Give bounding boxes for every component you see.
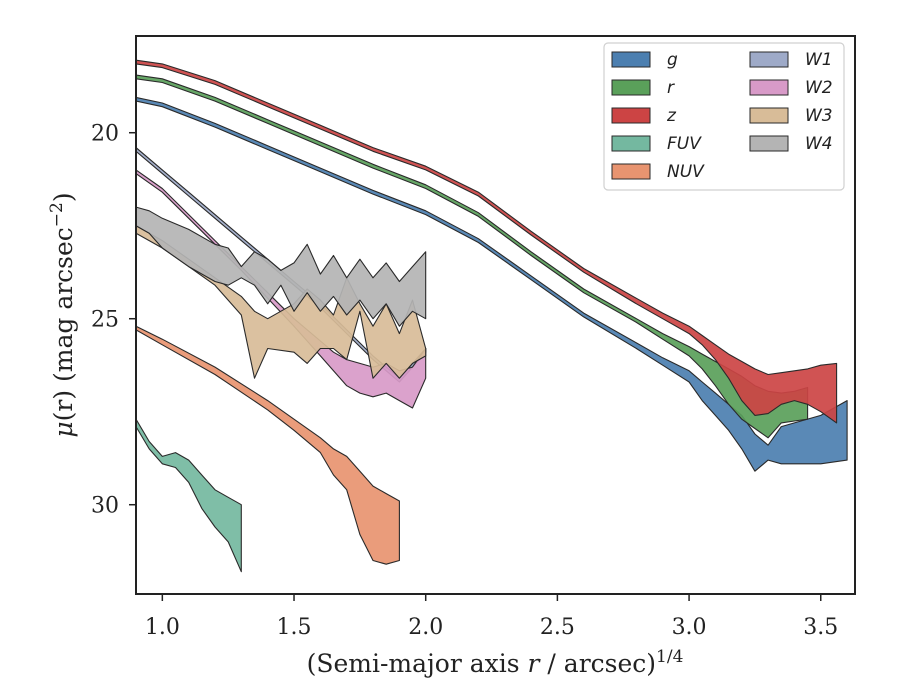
legend-label-g: g [667,50,678,70]
legend-swatch-g [611,51,651,68]
y-tick-label: 30 [91,494,119,519]
y-tick-label: 25 [91,308,119,333]
legend-label-fuv: FUV [667,134,702,154]
y-tick-label: 20 [91,122,119,147]
legend-label-w4: W4 [805,134,833,154]
legend-swatch-fuv [611,135,651,152]
legend-swatch-w3 [749,107,789,124]
legend-label-w3: W3 [805,106,833,126]
legend-label-z: z [666,106,677,126]
legend-swatch-w1 [749,51,789,68]
x-tick-label: 3.0 [672,615,707,640]
y-axis-label: μ(r) (mag arcsec−2) [47,192,78,437]
legend-swatch-w4 [749,135,789,152]
legend-label-r: r [667,78,675,98]
legend-label-w2: W2 [805,78,833,98]
series-band-nuv [136,325,400,565]
y-axis: 20 25 30 [91,122,136,519]
legend-swatch-nuv [611,163,651,180]
x-axis: 1.0 1.5 2.0 2.5 3.0 3.5 [145,594,838,640]
series-band-w4 [136,206,427,327]
legend-label-nuv: NUV [667,162,705,182]
legend-swatch-w2 [749,79,789,96]
series-band-w3 [136,225,427,379]
series-band-fuv [136,418,242,573]
x-tick-label: 2.5 [540,615,575,640]
x-tick-label: 2.0 [408,615,443,640]
x-axis-label: (Semi-major axis r / arcsec)1/4 [307,647,684,678]
series-band-r [136,74,809,439]
legend-swatch-z [611,107,651,124]
x-tick-label: 3.5 [803,615,838,640]
plot-area [136,59,848,573]
legend-label-w1: W1 [805,50,833,70]
x-tick-label: 1.0 [145,615,180,640]
legend-swatch-r [611,79,651,96]
x-tick-label: 1.5 [277,615,312,640]
series-band-g [136,96,848,472]
plot-frame [135,35,856,595]
legend: grz FUV NUV W1 W2 W3 W4 [603,42,845,191]
series-band-z [136,59,838,424]
